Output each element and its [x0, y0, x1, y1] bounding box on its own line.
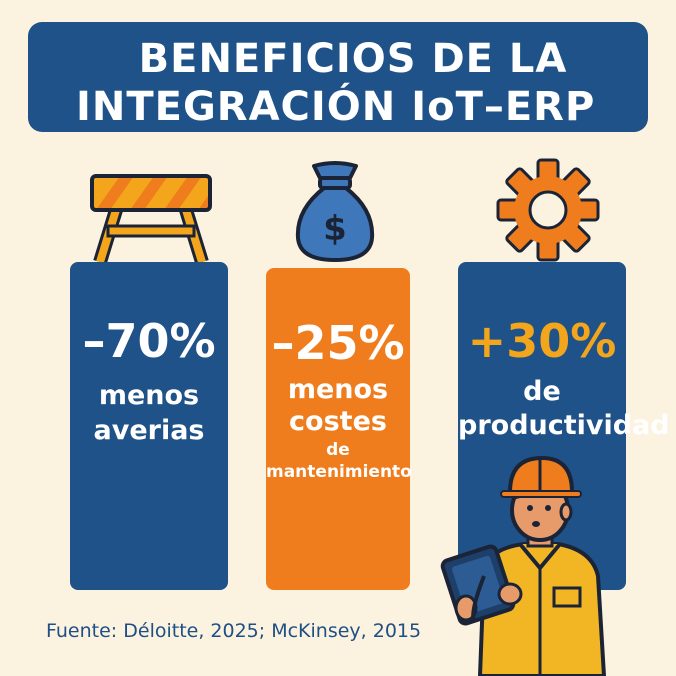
- title-line-2: INTEGRACIÓN IoT–ERP: [76, 84, 596, 130]
- title-line-1: BENEFICIOS DE LA: [138, 36, 568, 82]
- road-barrier-icon: [90, 174, 212, 262]
- gear-icon: [496, 158, 600, 262]
- benefit-desc-line: averias: [93, 415, 205, 446]
- benefit-value: +30%: [467, 314, 617, 368]
- title-banner: BENEFICIOS DE LA INTEGRACIÓN IoT–ERP: [28, 22, 648, 132]
- benefit-card-maintenance: –25% menos costes de mantenimiento: [266, 268, 412, 590]
- benefit-value: –70%: [82, 314, 216, 368]
- benefit-desc-line: menos: [98, 380, 200, 411]
- benefit-desc-line: de: [326, 440, 350, 460]
- worker-with-tablet: [440, 456, 606, 676]
- benefit-card-breakdowns: –70% menos averias: [70, 262, 228, 590]
- benefit-desc-line: productividad: [458, 410, 670, 441]
- benefit-desc-line: menos: [287, 374, 389, 405]
- benefit-value: –25%: [271, 316, 405, 370]
- money-bag-symbol: $: [323, 209, 347, 249]
- benefit-desc-line: de: [523, 376, 561, 407]
- money-bag-icon: $: [295, 161, 375, 262]
- benefit-desc-line: costes: [289, 406, 387, 437]
- source-citation: Fuente: Déloitte, 2025; McKinsey, 2015: [46, 620, 422, 642]
- benefit-desc-line: mantenimiento: [266, 462, 412, 482]
